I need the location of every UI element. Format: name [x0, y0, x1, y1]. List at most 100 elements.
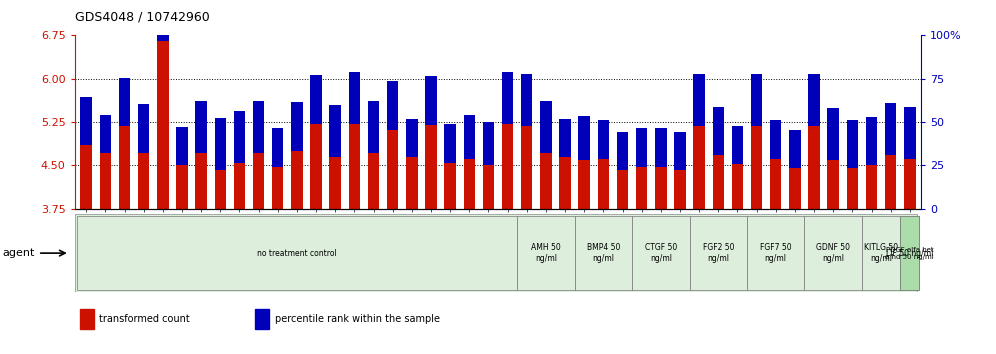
Bar [214, 118, 226, 170]
Bar [904, 159, 915, 209]
Bar [272, 167, 284, 209]
Bar [635, 167, 647, 209]
Bar [866, 117, 877, 166]
Bar [689, 216, 747, 291]
Bar [617, 132, 628, 170]
Bar [368, 101, 379, 153]
Bar [311, 124, 322, 209]
Bar [80, 309, 94, 329]
Bar [386, 81, 398, 130]
Bar [502, 72, 513, 124]
Bar [579, 160, 590, 209]
Bar [406, 119, 417, 157]
Bar [425, 125, 436, 209]
Bar [444, 162, 456, 209]
Bar [770, 120, 782, 159]
Bar [255, 309, 269, 329]
Bar [483, 166, 494, 209]
Bar [119, 126, 130, 209]
Bar [540, 101, 552, 153]
Bar [137, 104, 149, 153]
Bar [560, 119, 571, 157]
Bar [632, 216, 689, 291]
Text: BMP4 50
ng/ml: BMP4 50 ng/ml [587, 244, 621, 263]
Bar [291, 102, 303, 151]
Bar [789, 169, 801, 209]
Bar [904, 107, 915, 159]
Bar [847, 120, 859, 169]
Bar [502, 124, 513, 209]
Bar [712, 107, 724, 155]
Bar [349, 72, 361, 124]
Bar [655, 129, 666, 167]
Bar [195, 101, 207, 153]
Bar [406, 157, 417, 209]
Text: LIF 50 ng/ml: LIF 50 ng/ml [886, 249, 933, 258]
Bar [560, 157, 571, 209]
Bar [81, 97, 92, 145]
Bar [272, 129, 284, 167]
Bar [866, 166, 877, 209]
Bar [517, 216, 575, 291]
Bar [635, 129, 647, 167]
Bar [884, 155, 896, 209]
Bar [463, 159, 475, 209]
Bar [828, 108, 839, 160]
Bar [712, 155, 724, 209]
Text: percentile rank within the sample: percentile rank within the sample [275, 314, 439, 324]
Bar [732, 164, 743, 209]
Bar [862, 216, 900, 291]
Bar [732, 126, 743, 164]
Bar [575, 216, 632, 291]
Bar [137, 153, 149, 209]
Bar [234, 162, 245, 209]
Text: KITLG 50
ng/ml: KITLG 50 ng/ml [864, 244, 898, 263]
Bar [900, 216, 919, 291]
Bar [214, 170, 226, 209]
Bar [598, 159, 610, 209]
Text: no treatment control: no treatment control [257, 249, 337, 258]
Bar [253, 101, 264, 153]
Bar [900, 216, 919, 291]
Text: GDNF 50
ng/ml: GDNF 50 ng/ml [816, 244, 851, 263]
Bar [884, 103, 896, 155]
Bar [579, 116, 590, 160]
Text: FGF2 50
ng/ml: FGF2 50 ng/ml [702, 244, 734, 263]
Bar [368, 153, 379, 209]
Bar [195, 153, 207, 209]
Bar [805, 216, 862, 291]
Text: CTGF 50
ng/ml: CTGF 50 ng/ml [644, 244, 677, 263]
Bar [828, 160, 839, 209]
Text: AMH 50
ng/ml: AMH 50 ng/ml [531, 244, 561, 263]
Bar [444, 125, 456, 162]
Bar [598, 120, 610, 159]
Bar [77, 216, 517, 291]
Bar [521, 74, 533, 126]
Bar [100, 153, 112, 209]
Text: PDGF alfa bet
a hd 50 ng/ml: PDGF alfa bet a hd 50 ng/ml [885, 247, 934, 259]
Bar [751, 74, 762, 126]
Bar [809, 74, 820, 126]
Bar [253, 153, 264, 209]
Bar [176, 166, 187, 209]
Bar [483, 122, 494, 166]
Bar [100, 115, 112, 153]
Bar [157, 41, 168, 209]
Bar [386, 130, 398, 209]
Bar [176, 127, 187, 166]
Bar [674, 132, 685, 170]
Bar [693, 126, 705, 209]
Bar [747, 216, 805, 291]
Text: GDS4048 / 10742960: GDS4048 / 10742960 [75, 11, 209, 24]
Bar [157, 0, 168, 41]
Bar [330, 157, 341, 209]
Bar [349, 124, 361, 209]
Bar [655, 167, 666, 209]
Bar [770, 159, 782, 209]
Bar [521, 126, 533, 209]
Bar [693, 74, 705, 126]
Bar [617, 170, 628, 209]
Bar [234, 110, 245, 162]
Bar [330, 105, 341, 157]
Bar [751, 126, 762, 209]
